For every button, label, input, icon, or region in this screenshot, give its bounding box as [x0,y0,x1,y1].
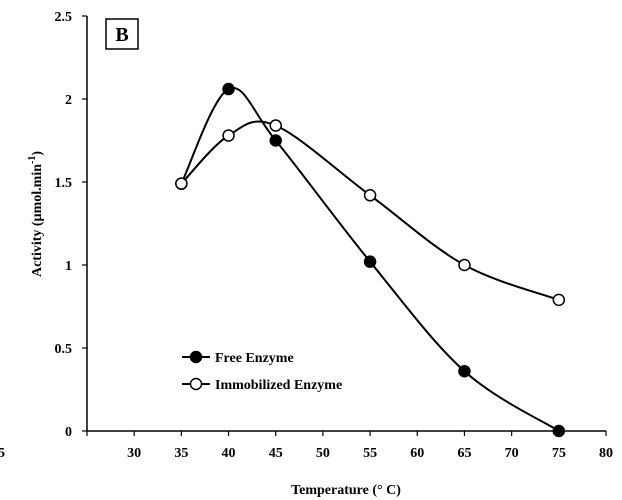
immobilized-enzyme-point [269,119,282,132]
x-tick-label: 80 [599,446,613,461]
legend-immobilized-enzyme-label: Immobilized Enzyme [215,378,342,393]
immobilized-enzyme-point [458,258,471,272]
x-tick-label: 30 [127,446,141,461]
y-tick-label: 1.5 [55,176,73,191]
free-enzyme-point [458,364,471,378]
x-tick-label: 35 [174,446,188,461]
immobilized-enzyme-point [363,189,377,202]
y-tick-label: 0.5 [55,342,73,357]
y-tick-label: 1 [65,259,72,274]
y-tick-label: 0 [65,425,72,440]
free-enzyme-point [222,82,235,96]
y-axis-title-superscript: -1 [27,156,38,164]
x-tick-label: 75 [552,446,566,461]
legend: Free Enzyme Immobilized Enzyme [182,350,342,393]
immobilized-enzyme-line [180,120,560,301]
free-enzyme-point [363,255,377,268]
x-tick-label: 5 [0,446,5,461]
y-axis-title: Activity (µmol.min-1) [27,151,45,277]
free-enzyme-point [552,424,566,438]
legend-free-enzyme-label: Free Enzyme [215,351,294,366]
x-tick-label: 45 [269,446,283,461]
immobilized-enzyme-point [175,177,188,190]
x-tick-label: 60 [410,446,424,461]
series-layer [175,82,566,438]
panel-label-box [105,18,139,50]
legend-free-enzyme-marker [189,350,203,364]
y-axis-title-main: Activity (µmol.min [30,164,45,277]
x-tick-label: 70 [505,446,519,461]
x-tick-label: 55 [363,446,377,461]
panel-label-text: B [115,24,128,46]
x-tick-label: 65 [457,446,471,461]
x-axis-title: Temperature (° C) [291,483,401,498]
free-enzyme-point [269,134,282,147]
y-tick-label: 2 [65,93,72,108]
immobilized-enzyme-point [552,293,566,307]
immobilized-enzyme-point [222,129,235,142]
x-tick-label: 50 [316,446,330,461]
panel-label: B [105,18,139,50]
legend-immobilized-enzyme-marker [189,377,203,391]
y-axis-title-close: ) [30,151,45,156]
x-tick-label: 40 [222,446,236,461]
axes: 5 30 35 40 45 50 55 60 65 70 75 80 0 0.5 1 1.5 2 2.5 [0,10,613,461]
y-tick-label: 2.5 [55,10,73,25]
